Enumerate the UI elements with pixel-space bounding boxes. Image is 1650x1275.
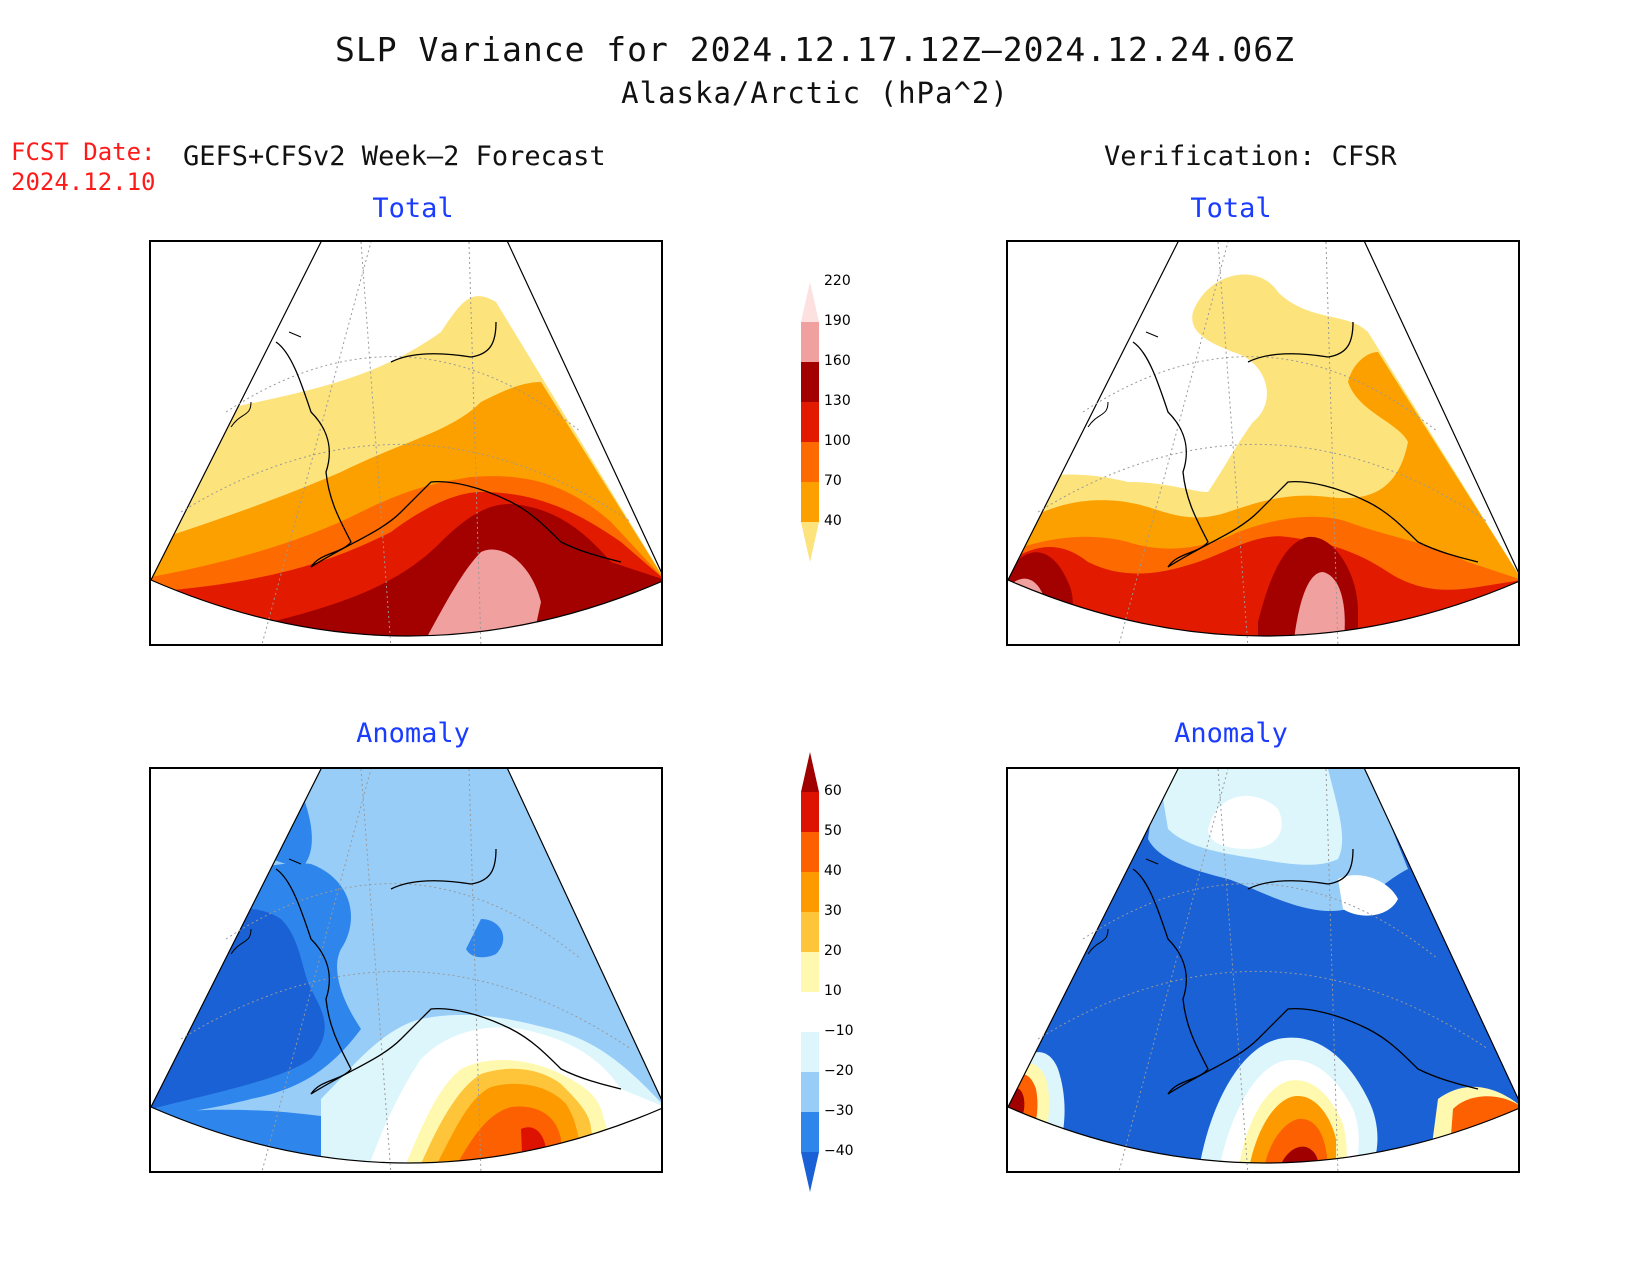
- anomaly-colorbar: −40 −30 −20 −10 10 20 30 40 50 60: [795, 752, 895, 1197]
- total-colorbar-tick-label: 100: [824, 433, 851, 449]
- total-colorbar-swatch: [801, 522, 819, 562]
- anomaly-colorbar-tick-label: 60: [824, 783, 842, 799]
- anomaly-colorbar-swatch: [801, 912, 819, 952]
- panel-title-forecast-total: Total: [372, 193, 454, 224]
- forecast-date-label: FCST Date:: [11, 138, 156, 166]
- anomaly-colorbar-tick-label: 50: [824, 823, 842, 839]
- verification-header: Verification: CFSR: [1104, 141, 1397, 172]
- anomaly-colorbar-swatch: [801, 992, 819, 1032]
- total-colorbar-tick-label: 40: [824, 513, 842, 529]
- anomaly-colorbar-tick-label: −40: [824, 1143, 854, 1159]
- total-colorbar-tick-label: 70: [824, 473, 842, 489]
- anomaly-colorbar-swatch: [801, 1072, 819, 1112]
- verification-anomaly-map: [1006, 767, 1520, 1173]
- anomaly-colorbar-swatch: [801, 752, 819, 792]
- panel-title-verification-anomaly: Anomaly: [1174, 718, 1288, 749]
- anomaly-colorbar-tick-label: 40: [824, 863, 842, 879]
- total-colorbar-swatches: [801, 282, 819, 562]
- forecast-header: GEFS+CFSv2 Week–2 Forecast: [183, 141, 606, 172]
- total-colorbar-swatch: [801, 282, 819, 322]
- total-colorbar-swatch: [801, 442, 819, 482]
- forecast-total-map-graphic: [151, 242, 661, 644]
- total-colorbar-swatch: [801, 322, 819, 362]
- anomaly-colorbar-swatches: [801, 752, 819, 1192]
- panel-title-verification-total: Total: [1190, 193, 1272, 224]
- panel-title-forecast-anomaly: Anomaly: [356, 718, 470, 749]
- anomaly-colorbar-tick-label: 30: [824, 903, 842, 919]
- chart-subtitle: Alaska/Arctic (hPa^2): [621, 76, 1009, 110]
- anomaly-colorbar-tick-label: −20: [824, 1063, 854, 1079]
- chart-title: SLP Variance for 2024.12.17.12Z–2024.12.…: [335, 30, 1295, 69]
- anomaly-colorbar-tick-label: −30: [824, 1103, 854, 1119]
- total-colorbar-swatch: [801, 362, 819, 402]
- forecast-anomaly-map: [149, 767, 663, 1173]
- anomaly-colorbar-tick-label: −10: [824, 1023, 854, 1039]
- forecast-date-value: 2024.12.10: [11, 168, 156, 196]
- verification-total-map-graphic: [1008, 242, 1518, 644]
- total-colorbar-tick-label: 220: [824, 273, 851, 289]
- anomaly-colorbar-swatch: [801, 1152, 819, 1192]
- total-colorbar-tick-label: 160: [824, 353, 851, 369]
- total-colorbar: 40 70 100 130 160 190 220: [795, 273, 895, 612]
- anomaly-colorbar-swatch: [801, 1032, 819, 1072]
- anomaly-colorbar-tick-label: 10: [824, 983, 842, 999]
- total-colorbar-swatch: [801, 402, 819, 442]
- anomaly-colorbar-swatch: [801, 952, 819, 992]
- verification-total-map: [1006, 240, 1520, 646]
- anomaly-colorbar-swatch: [801, 1112, 819, 1152]
- anomaly-colorbar-tick-label: 20: [824, 943, 842, 959]
- anomaly-colorbar-swatch: [801, 832, 819, 872]
- verification-anomaly-map-graphic: [1008, 769, 1518, 1171]
- total-colorbar-swatch: [801, 482, 819, 522]
- anomaly-colorbar-swatch: [801, 792, 819, 832]
- forecast-anomaly-map-graphic: [151, 769, 661, 1171]
- total-colorbar-tick-label: 130: [824, 393, 851, 409]
- anomaly-colorbar-swatch: [801, 872, 819, 912]
- total-colorbar-tick-label: 190: [824, 313, 851, 329]
- forecast-total-map: [149, 240, 663, 646]
